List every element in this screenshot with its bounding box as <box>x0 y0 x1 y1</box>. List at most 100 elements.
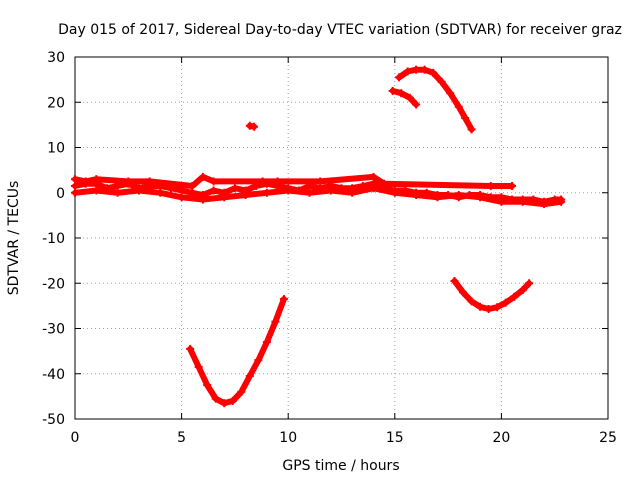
data-point <box>397 89 406 98</box>
data-point <box>348 188 357 197</box>
data-point <box>518 197 527 206</box>
data-point <box>258 177 267 186</box>
data-series <box>71 65 566 408</box>
y-tick-label: 20 <box>47 95 65 111</box>
y-axis-label: SDTVAR / TECUs <box>6 181 22 296</box>
data-point <box>230 184 239 193</box>
data-point <box>433 193 442 202</box>
data-point <box>412 100 421 109</box>
series-line <box>187 296 287 407</box>
data-point <box>305 188 314 197</box>
series-lower-right-arc <box>450 276 534 314</box>
y-tick-label: -10 <box>42 231 65 247</box>
data-point <box>484 305 493 314</box>
data-point <box>446 89 455 98</box>
data-point <box>540 200 549 209</box>
data-point <box>92 175 101 184</box>
data-point <box>124 177 133 186</box>
data-point <box>245 372 254 381</box>
data-point <box>459 288 468 297</box>
data-point <box>220 193 229 202</box>
x-tick-labels: 0 5 10 15 20 25 <box>71 430 617 446</box>
data-point <box>203 381 212 390</box>
data-point <box>186 344 195 353</box>
y-tick-labels: -50 -40 -30 -20 -10 0 10 20 30 <box>42 50 65 428</box>
data-point <box>209 177 218 186</box>
x-axis-label: GPS time / hours <box>282 458 399 474</box>
data-point <box>497 197 506 206</box>
y-tick-label: -40 <box>42 367 65 383</box>
data-point <box>557 197 566 206</box>
series-upper-arc-short <box>388 86 421 109</box>
data-point <box>412 65 421 74</box>
data-point <box>241 191 250 200</box>
data-point <box>450 276 459 285</box>
data-point <box>454 191 463 200</box>
series-line <box>389 87 420 108</box>
data-point <box>271 317 280 326</box>
data-point <box>390 188 399 197</box>
data-point <box>211 394 220 403</box>
data-point <box>476 302 485 311</box>
data-point <box>510 292 519 301</box>
data-point <box>316 177 325 186</box>
y-tick-label: 30 <box>47 50 65 66</box>
series-line <box>451 278 533 312</box>
data-point <box>395 73 404 82</box>
data-point <box>92 186 101 195</box>
y-tick-label: 0 <box>56 186 65 202</box>
data-point <box>177 193 186 202</box>
data-point <box>145 177 154 186</box>
data-point <box>454 102 463 111</box>
data-point <box>71 181 79 190</box>
data-point <box>326 186 335 195</box>
series-isolated-point <box>245 121 259 131</box>
series-line <box>72 173 516 189</box>
data-point <box>156 188 165 197</box>
series-high-band <box>71 172 517 190</box>
data-point <box>403 67 412 76</box>
data-point <box>486 181 495 190</box>
data-point <box>437 77 446 86</box>
plot-frame <box>74 56 609 420</box>
data-point <box>525 279 534 288</box>
data-point <box>412 191 421 200</box>
x-tick-label: 0 <box>71 430 80 446</box>
grid-lines <box>75 57 608 419</box>
data-point <box>493 303 502 312</box>
data-point <box>134 186 143 195</box>
data-point <box>71 188 79 197</box>
x-tick-label: 20 <box>492 430 510 446</box>
y-tick-label: -20 <box>42 276 65 292</box>
data-point <box>220 399 229 408</box>
data-point <box>405 93 414 102</box>
data-point <box>429 68 438 77</box>
data-point <box>273 177 282 186</box>
data-point <box>420 65 429 74</box>
data-point <box>254 356 263 365</box>
data-point <box>380 179 389 188</box>
data-point <box>369 172 378 181</box>
data-point <box>71 175 79 184</box>
data-point <box>501 298 510 307</box>
data-point <box>284 186 293 195</box>
data-point <box>228 396 237 405</box>
data-point <box>476 193 485 202</box>
series-lower-v-arc <box>186 295 288 408</box>
x-tick-label: 25 <box>599 430 617 446</box>
series-line <box>72 185 565 208</box>
data-point <box>467 125 476 134</box>
data-point <box>194 362 203 371</box>
data-point <box>237 387 246 396</box>
data-point <box>279 295 288 304</box>
data-point <box>198 195 207 204</box>
data-point <box>508 181 517 190</box>
data-point <box>369 184 378 193</box>
y-tick-label: 10 <box>47 141 65 157</box>
data-point <box>461 114 470 123</box>
data-point <box>467 297 476 306</box>
data-point <box>262 188 271 197</box>
data-point <box>262 338 271 347</box>
y-tick-label: -50 <box>42 412 65 428</box>
